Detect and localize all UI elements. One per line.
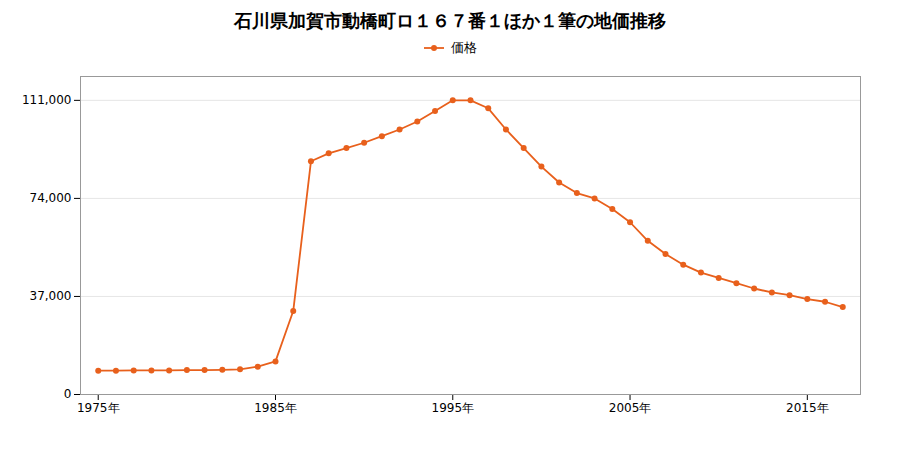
html-text:価格: 価格	[451, 40, 477, 55]
svg-text:1975年: 1975年	[77, 401, 120, 415]
svg-text:2015年: 2015年	[786, 401, 829, 415]
svg-text:111,000: 111,000	[22, 93, 72, 107]
svg-text:1995年: 1995年	[431, 401, 474, 415]
svg-text:37,000: 37,000	[30, 289, 72, 303]
svg-text:1985年: 1985年	[254, 401, 297, 415]
svg-text:0: 0	[64, 387, 72, 401]
html-text:石川県加賀市動橋町ロ１６７番１ほか１筆の地価推移: 石川県加賀市動橋町ロ１６７番１ほか１筆の地価推移	[234, 10, 666, 31]
svg-text:2005年: 2005年	[609, 401, 652, 415]
svg-text:74,000: 74,000	[30, 191, 72, 205]
